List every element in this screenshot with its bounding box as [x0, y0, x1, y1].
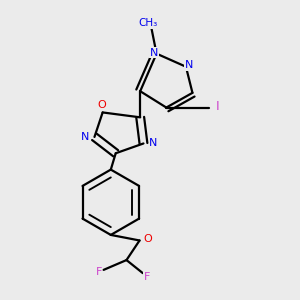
- Text: O: O: [143, 235, 152, 244]
- Text: N: N: [150, 48, 158, 58]
- Text: N: N: [185, 60, 194, 70]
- Text: O: O: [98, 100, 106, 110]
- Text: F: F: [95, 266, 102, 277]
- Text: CH₃: CH₃: [138, 18, 157, 28]
- Text: F: F: [143, 272, 150, 282]
- Text: I: I: [215, 100, 219, 113]
- Text: N: N: [81, 132, 89, 142]
- Text: N: N: [149, 139, 158, 148]
